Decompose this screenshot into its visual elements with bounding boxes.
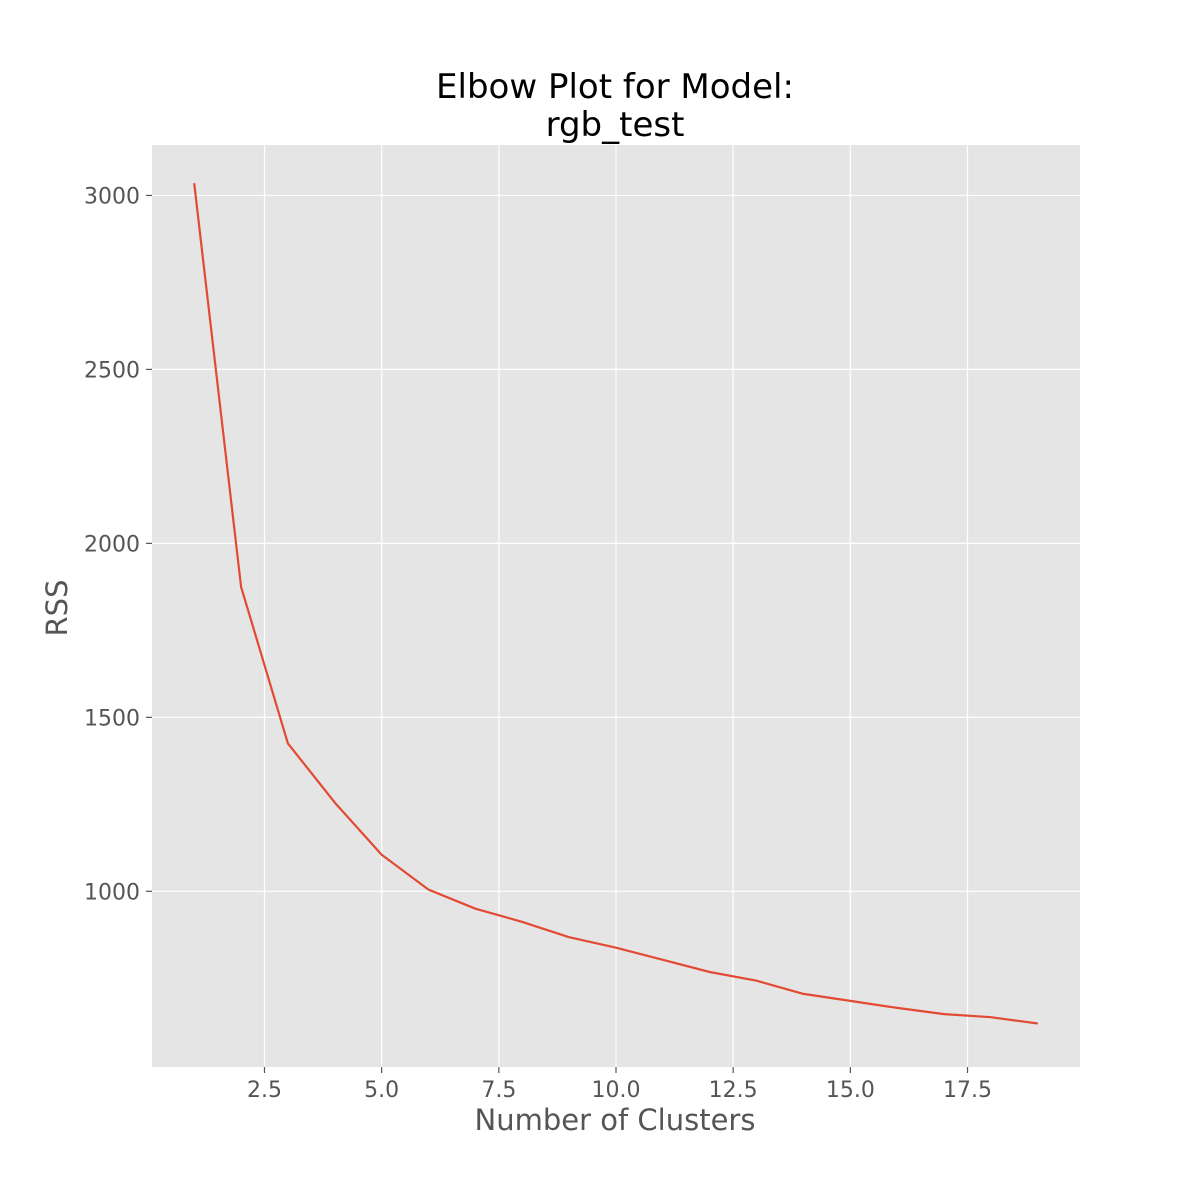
x-tick-label: 10.0 [592,1078,641,1103]
x-tick-label: 15.0 [826,1078,875,1103]
y-tick-label: 2500 [84,358,140,383]
series-layer [193,183,1038,1025]
chart-title-line-1: Elbow Plot for Model: [436,67,794,107]
x-tick-label: 12.5 [709,1078,758,1103]
series-line [193,183,1038,1025]
y-axis-ticks: 1000 1500 2000 2500 3000 [84,184,152,905]
grid-lines [152,145,1080,1067]
x-tick-label: 2.5 [247,1078,282,1103]
y-axis-label: RSS [40,580,74,637]
chart-title-line-2: rgb_test [546,105,685,145]
x-tick-label: 5.0 [364,1078,399,1103]
x-tick-label: 7.5 [481,1078,516,1103]
y-tick-label: 1500 [84,706,140,731]
y-tick-label: 2000 [84,532,140,557]
x-tick-label: 17.5 [943,1078,992,1103]
y-tick-label: 1000 [84,880,140,905]
x-axis-ticks: 2.5 5.0 7.5 10.0 12.5 15.0 17.5 [247,1067,992,1103]
y-tick-label: 3000 [84,184,140,209]
x-axis-label: Number of Clusters [475,1103,756,1137]
